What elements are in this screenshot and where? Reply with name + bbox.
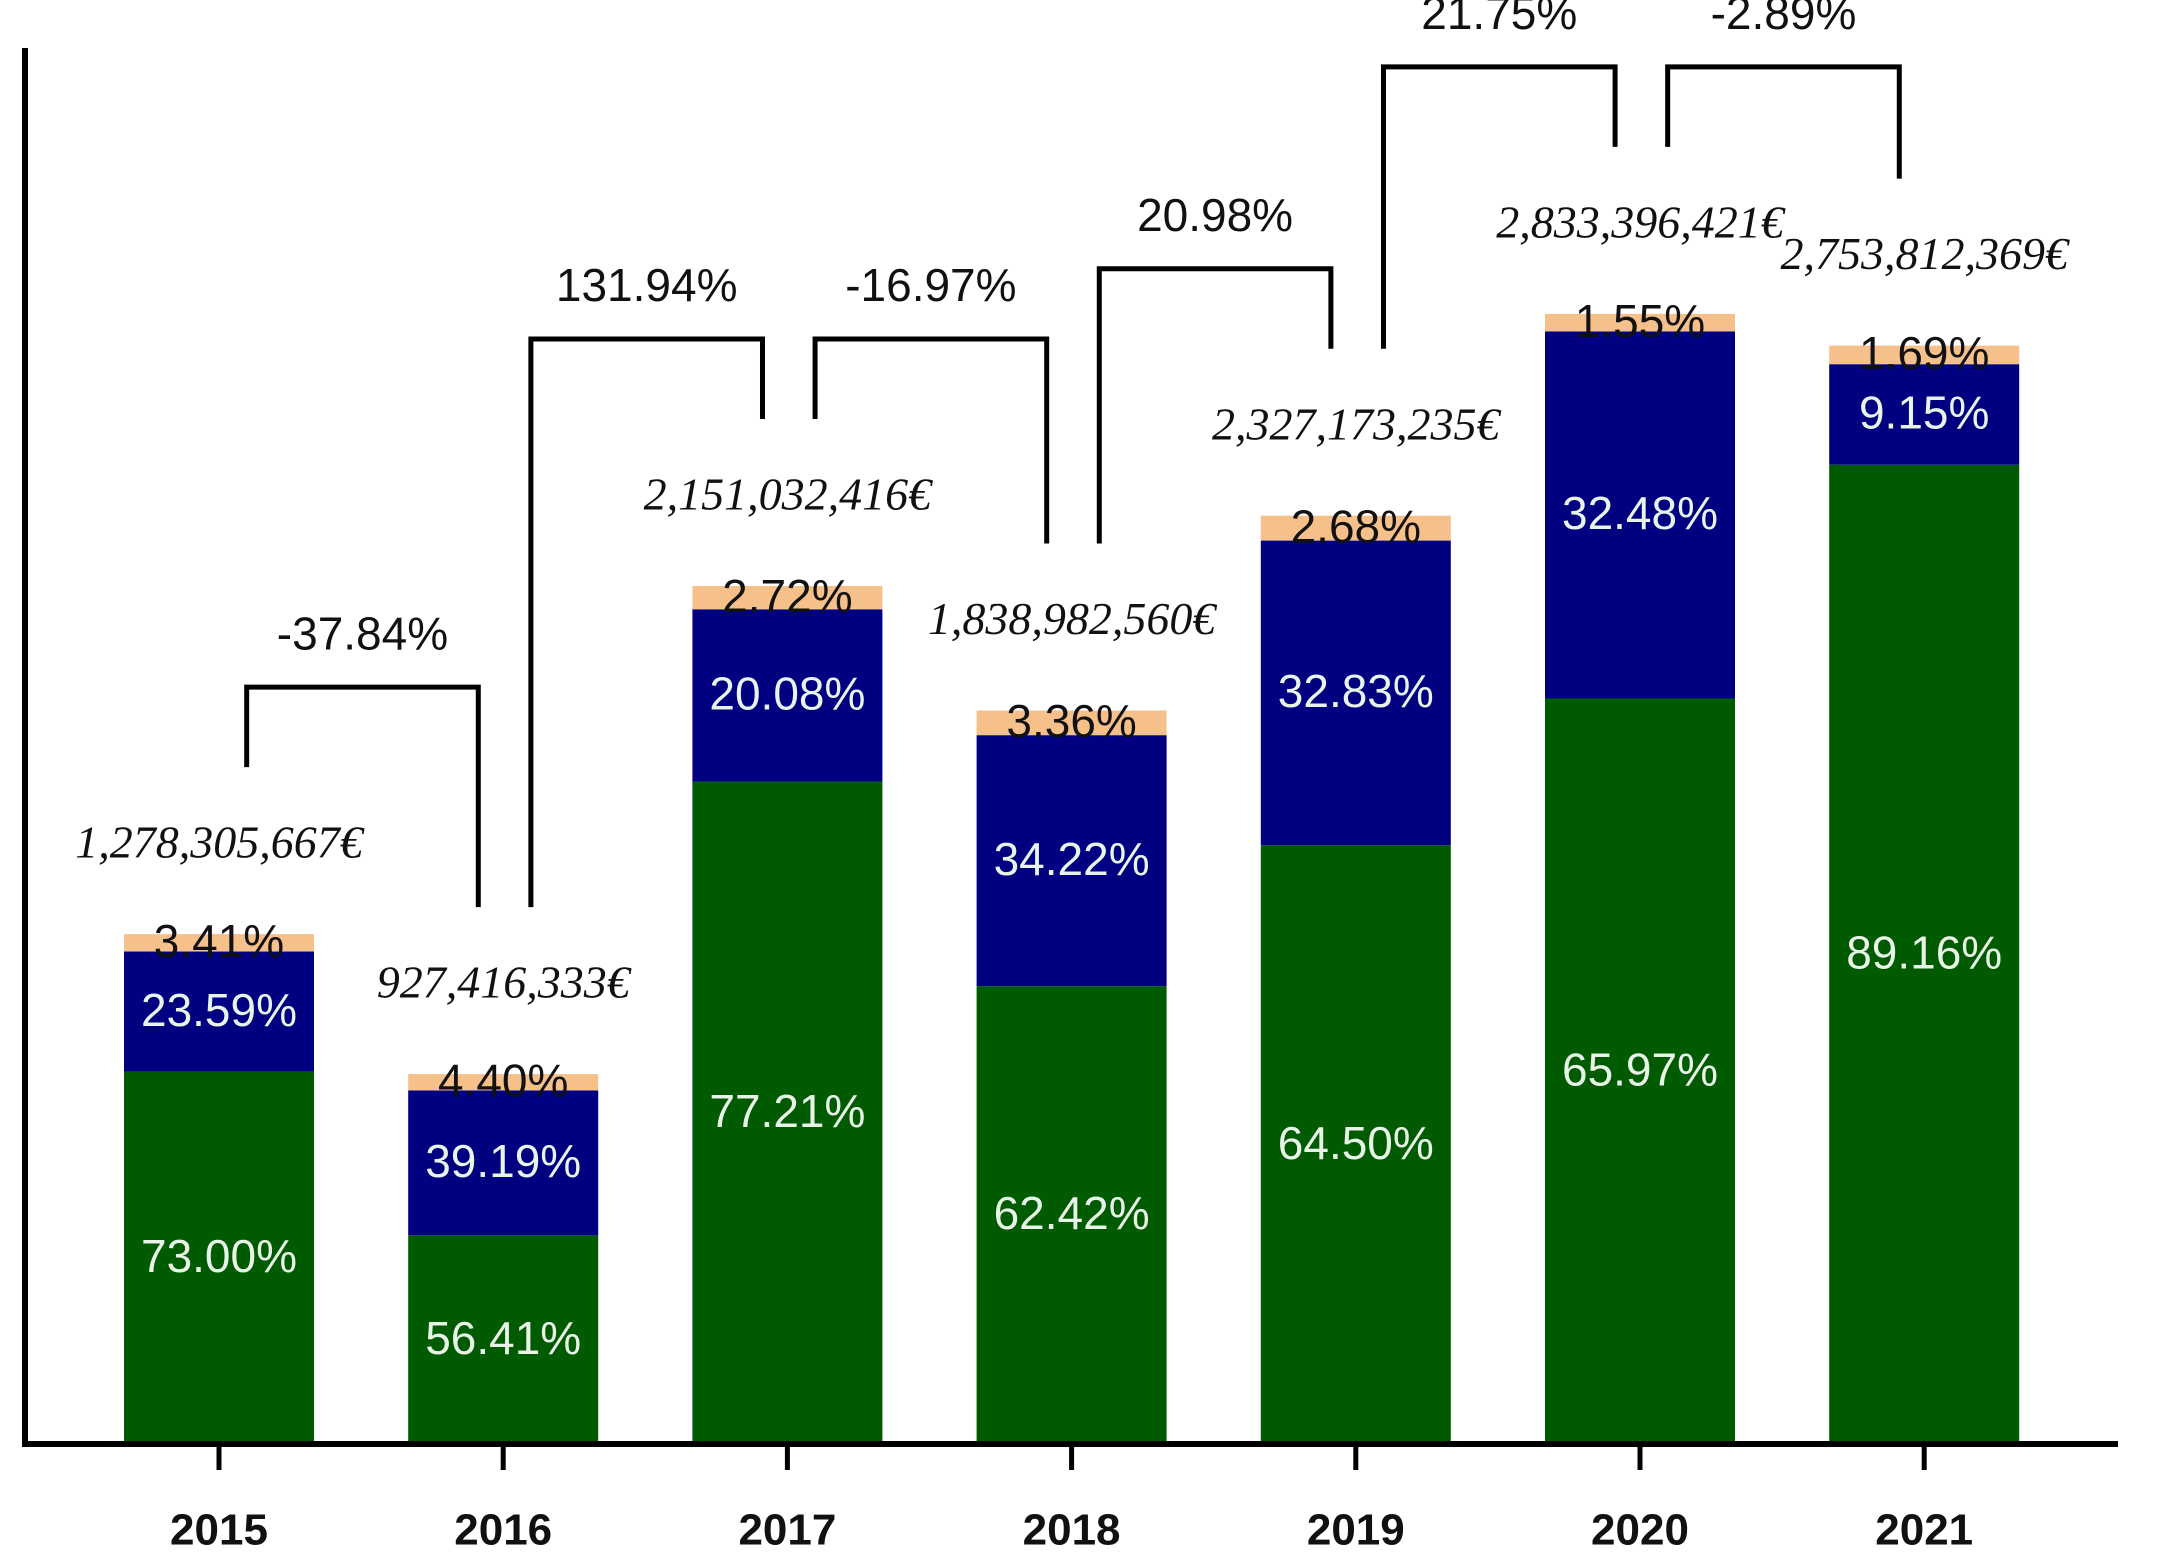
segment-label: 3.41% <box>154 915 284 967</box>
change-bracket <box>812 336 1050 544</box>
bar-segment <box>1545 331 1735 699</box>
change-bracket <box>1096 266 1334 544</box>
bar-segment <box>1829 345 2020 365</box>
segment-label: 4.40% <box>438 1054 568 1106</box>
segment-label: 73.00% <box>141 1230 297 1282</box>
total-label: 2,833,396,421€ <box>1496 196 1786 247</box>
bar-segment <box>1260 515 1451 541</box>
segment-label: 89.16% <box>1846 926 2002 978</box>
x-tick-label: 2018 <box>1023 1506 1121 1555</box>
bar-segment <box>1829 464 2020 1444</box>
segment-label: 56.41% <box>425 1312 581 1364</box>
bar-segment <box>124 934 314 952</box>
segment-label: 39.19% <box>425 1135 581 1187</box>
segment-label: 2.72% <box>722 570 852 622</box>
segment-label: 1.69% <box>1859 327 1989 379</box>
change-label: -37.84% <box>277 607 448 659</box>
x-tick-label: 2021 <box>1875 1506 1973 1555</box>
change-bracket <box>1380 64 1618 349</box>
bar-segment <box>1545 313 1735 332</box>
segment-label: 20.08% <box>709 668 865 720</box>
bar-segment <box>692 609 883 782</box>
segment-label: 62.42% <box>994 1187 1150 1239</box>
segment-label: 64.50% <box>1278 1117 1434 1169</box>
total-label: 927,416,333€ <box>377 957 632 1008</box>
x-tick-label: 2015 <box>170 1506 268 1555</box>
change-label: -2.89% <box>1711 0 1857 39</box>
total-label: 2,151,032,416€ <box>644 469 934 520</box>
segment-label: 34.22% <box>994 833 1150 885</box>
segment-label: 23.59% <box>141 984 297 1036</box>
bar-segment <box>976 735 1167 987</box>
segment-label: 32.48% <box>1562 487 1718 539</box>
segment-label: 2.68% <box>1291 500 1421 552</box>
total-label: 2,327,173,235€ <box>1212 398 1502 449</box>
change-label: 20.98% <box>1137 189 1293 241</box>
bar-segment <box>408 1074 599 1091</box>
change-bracket <box>244 684 481 908</box>
bar-segment <box>124 1071 314 1444</box>
bar-segment <box>692 585 883 610</box>
x-tick-label: 2019 <box>1307 1506 1405 1555</box>
total-label: 1,278,305,667€ <box>75 817 365 868</box>
total-label: 1,838,982,560€ <box>928 593 1218 644</box>
change-label: 131.94% <box>556 259 738 311</box>
bar-segment <box>408 1235 599 1444</box>
bar-segment <box>124 951 314 1072</box>
bar-segment <box>692 781 883 1444</box>
total-label: 2,753,812,369€ <box>1780 228 2070 279</box>
bar-segment <box>408 1090 599 1236</box>
x-tick-label: 2016 <box>454 1506 552 1555</box>
bar-segment <box>976 710 1167 736</box>
change-label: -16.97% <box>845 259 1016 311</box>
change-bracket <box>528 336 765 908</box>
change-label: 21.75% <box>1421 0 1577 39</box>
segment-label: 3.36% <box>1006 695 1136 747</box>
bar-segment <box>976 986 1167 1444</box>
bar-segment <box>1829 364 2020 465</box>
change-bracket <box>1665 64 1902 179</box>
segment-label: 1.55% <box>1575 295 1705 347</box>
bar-segment <box>1260 845 1451 1444</box>
bar-segment <box>1260 540 1451 846</box>
segment-label: 32.83% <box>1278 665 1434 717</box>
segment-label: 77.21% <box>709 1085 865 1137</box>
x-tick-label: 2020 <box>1591 1506 1689 1555</box>
x-tick-label: 2017 <box>738 1506 836 1555</box>
segment-label: 65.97% <box>1562 1043 1718 1095</box>
bar-segment <box>1545 698 1735 1444</box>
segment-label: 9.15% <box>1859 387 1989 439</box>
